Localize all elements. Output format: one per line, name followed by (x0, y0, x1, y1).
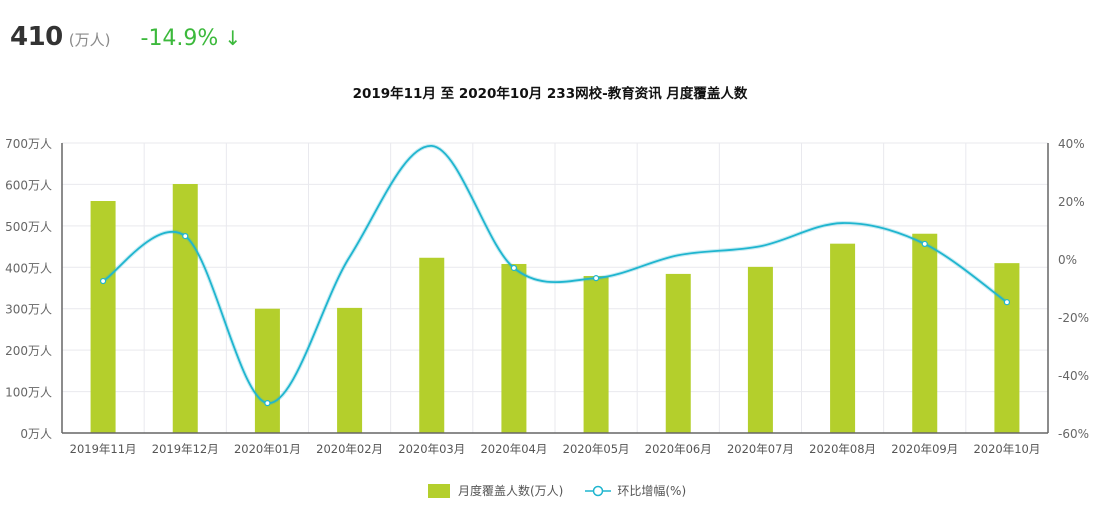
bar[interactable] (90, 201, 116, 433)
x-tick-label: 2020年04月 (480, 442, 547, 456)
y-left-tick: 300万人 (5, 303, 52, 317)
y-left-tick: 400万人 (5, 261, 52, 275)
y-left-tick: 0万人 (20, 427, 52, 441)
bar[interactable] (912, 233, 938, 433)
legend-line-label: 环比增幅(%) (617, 484, 687, 498)
line-marker-icon (585, 485, 612, 496)
x-tick-label: 2020年02月 (316, 442, 383, 456)
bar[interactable] (747, 266, 773, 433)
line-point[interactable] (264, 400, 271, 407)
chart-title: 2019年11月 至 2020年10月 233网校-教育资讯 月度覆盖人数 (352, 86, 748, 102)
y-right-tick: 20% (1058, 195, 1085, 209)
legend-bar-label: 月度覆盖人数(万人) (458, 484, 564, 498)
bar-swatch-icon (428, 483, 450, 498)
kpi-unit: (万人) (68, 31, 111, 49)
x-tick-label: 2020年05月 (563, 442, 630, 456)
x-tick-label: 2020年01月 (234, 442, 301, 456)
bar[interactable] (665, 273, 691, 433)
x-tick-label: 2020年06月 (645, 442, 712, 456)
x-tick-label: 2020年08月 (809, 442, 876, 456)
x-tick-label: 2020年10月 (973, 442, 1040, 456)
y-left-tick: 500万人 (5, 220, 52, 234)
y-left-tick: 100万人 (5, 386, 52, 400)
y-right-tick: -60% (1058, 427, 1089, 441)
line-point[interactable] (921, 240, 928, 248)
line-point[interactable] (182, 232, 189, 240)
line-point[interactable] (1003, 299, 1011, 306)
bar[interactable] (254, 308, 280, 433)
bar[interactable] (830, 243, 856, 433)
bar[interactable] (172, 184, 198, 433)
bar[interactable] (501, 263, 527, 433)
x-tick-label: 2020年03月 (398, 442, 465, 456)
arrow-down-icon: ↓ (224, 26, 242, 50)
y-left-tick: 700万人 (5, 137, 52, 151)
legend-item-bar[interactable]: 月度覆盖人数(万人) (428, 482, 563, 499)
x-tick-label: 2019年11月 (70, 442, 137, 456)
kpi-change: -14.9% (140, 26, 219, 51)
x-tick-label: 2020年09月 (891, 442, 958, 456)
kpi-value: 410 (10, 22, 63, 52)
bar[interactable] (583, 275, 609, 433)
x-tick-label: 2019年12月 (152, 442, 219, 456)
y-left-tick: 600万人 (5, 178, 52, 192)
y-right-tick: 40% (1058, 137, 1085, 151)
y-right-tick: -40% (1058, 369, 1089, 383)
bar[interactable] (419, 257, 445, 433)
kpi-summary: 410 (万人) -14.9% ↓ (10, 22, 241, 52)
chart-legend: 月度覆盖人数(万人) 环比增幅(%) (428, 482, 708, 499)
line-point[interactable] (510, 264, 518, 272)
bar[interactable] (337, 307, 363, 433)
line-point[interactable] (592, 275, 600, 282)
legend-item-line[interactable]: 环比增幅(%) (585, 482, 686, 499)
x-tick-label: 2020年07月 (727, 442, 794, 456)
y-left-tick: 200万人 (5, 344, 52, 358)
y-right-tick: 0% (1058, 253, 1077, 267)
line-point[interactable] (99, 277, 107, 285)
bar[interactable] (994, 263, 1020, 433)
growth-line (102, 144, 1008, 405)
y-right-tick: -20% (1058, 311, 1089, 325)
